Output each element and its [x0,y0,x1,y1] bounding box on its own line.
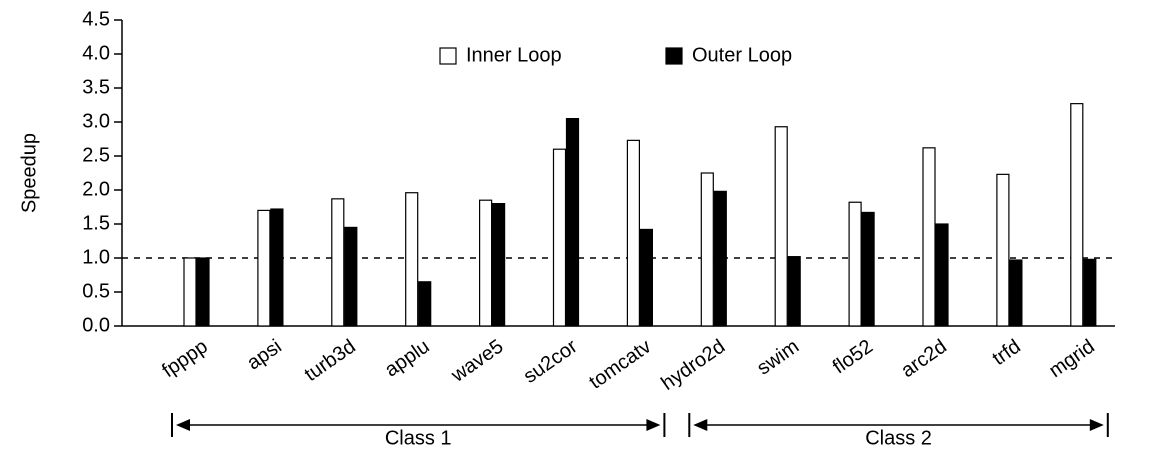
y-tick-label: 4.0 [82,42,110,64]
x-tick-label: su2cor [520,335,582,388]
bar [935,223,949,327]
bar [922,147,936,327]
bar [196,257,210,327]
bar [774,126,788,327]
x-tick-label: apsi [243,335,286,374]
group-label: Class 2 [865,427,932,449]
y-tick-label: 3.0 [82,110,110,132]
bar [565,117,580,327]
x-tick-label: tomcatv [585,335,655,393]
x-tick-label: swim [753,335,803,379]
bar [996,173,1010,327]
legend-swatch [439,47,457,65]
bar [861,211,875,327]
bar [331,198,345,327]
bar [257,209,271,327]
y-tick-label: 1.5 [82,212,110,234]
y-tick-label: 0.5 [82,280,110,302]
x-tick-label: flo52 [829,335,877,378]
x-tick-label: mgrid [1045,335,1099,382]
bar [479,199,493,327]
bar [270,208,284,327]
x-tick-label: trfd [988,335,1024,370]
y-tick-label: 2.5 [82,144,110,166]
group-label: Class 1 [385,427,452,449]
arrow-head [176,419,190,431]
y-tick-label: 2.0 [82,178,110,200]
bar [405,192,419,327]
bar [552,148,567,327]
x-tick-label: fpppp [158,335,212,382]
legend-label: Outer Loop [692,44,792,66]
x-tick-label: turb3d [301,335,360,386]
arrow-head [693,419,708,431]
bar [1070,103,1084,327]
bar [700,172,714,327]
bar [639,228,654,327]
arrow-head [1089,419,1104,431]
bar [1009,259,1023,327]
x-tick-label: wave5 [447,335,508,387]
arrow-head [646,419,661,431]
y-tick-label: 3.5 [82,76,110,98]
y-tick-label: 0.0 [82,314,110,336]
bar [787,256,801,327]
legend-label: Inner Loop [466,44,562,66]
bar [344,226,358,327]
bar [848,201,862,327]
bar [626,139,641,327]
bar [418,281,432,327]
bar [492,203,506,327]
x-tick-label: hydro2d [657,335,729,394]
x-tick-label: applu [381,335,434,381]
bar [1083,258,1097,327]
bar [183,257,197,327]
y-tick-label: 4.5 [82,8,110,30]
legend-swatch [665,47,683,65]
y-tick-label: 1.0 [82,246,110,268]
y-axis-label: Speedup [18,133,40,213]
x-tick-label: arc2d [897,335,951,382]
bar [713,190,727,327]
